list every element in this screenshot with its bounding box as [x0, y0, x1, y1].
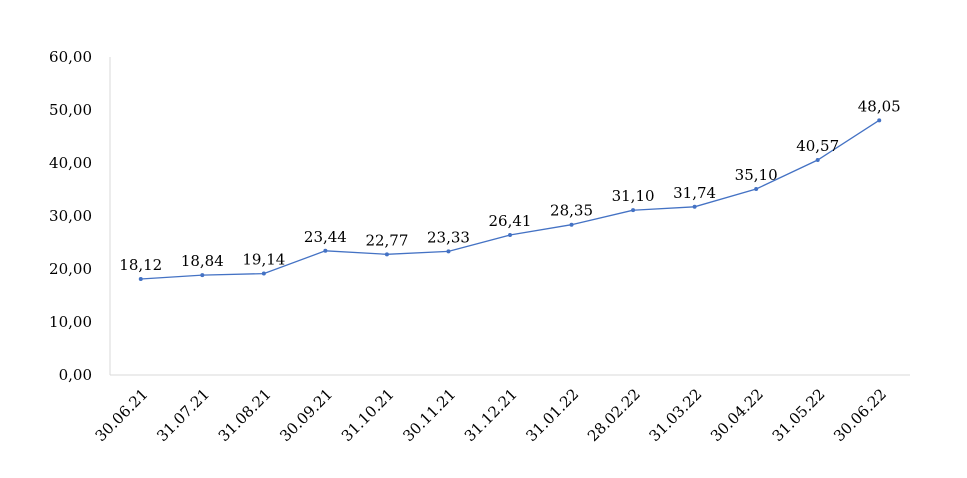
x-tick-label: 31.12.21 — [461, 385, 521, 445]
x-tick-label: 31.08.21 — [215, 385, 275, 445]
data-label: 26,41 — [489, 212, 532, 230]
x-axis: 30.06.21 31.07.21 31.08.21 30.09.21 31.10.21… — [92, 374, 910, 445]
x-tick-label: 30.06.21 — [92, 385, 152, 445]
data-point — [384, 252, 389, 257]
y-tick-label: 10,00 — [49, 313, 92, 331]
data-label: 23,33 — [427, 228, 470, 246]
y-tick-label: 30,00 — [49, 207, 92, 225]
x-tick-label: 30.11.21 — [399, 385, 459, 445]
data-point — [754, 186, 759, 191]
x-tick-label: 28.02.22 — [584, 385, 644, 445]
data-label: 28,35 — [550, 202, 593, 220]
y-tick-label: 50,00 — [49, 101, 92, 119]
data-label: 22,77 — [365, 231, 408, 249]
data-point — [261, 271, 266, 276]
data-label: 18,84 — [181, 252, 224, 270]
y-axis: 0,00 10,00 20,00 30,00 40,00 50,00 60,00 — [49, 48, 111, 384]
data-point — [323, 248, 328, 253]
x-tick-label: 31.05.22 — [769, 385, 829, 445]
data-point — [631, 208, 636, 213]
data-point — [200, 273, 205, 278]
x-tick-label: 30.06.22 — [830, 385, 890, 445]
data-label: 23,44 — [304, 228, 347, 246]
x-tick-label: 31.10.21 — [338, 385, 398, 445]
data-label: 40,57 — [796, 137, 839, 155]
data-label: 35,10 — [735, 166, 778, 184]
data-point — [446, 249, 451, 254]
data-point — [692, 204, 697, 209]
data-labels: 18,12 18,84 19,14 23,44 22,77 23,33 26,41 28,35… — [119, 97, 900, 274]
y-tick-label: 40,00 — [49, 154, 92, 172]
series-line-group — [138, 118, 882, 281]
data-point — [569, 222, 574, 227]
x-tick-label: 30.04.22 — [707, 385, 767, 445]
data-label: 31,10 — [612, 187, 655, 205]
x-tick-label: 31.01.22 — [522, 385, 582, 445]
data-label: 48,05 — [858, 97, 901, 115]
data-point — [138, 276, 143, 281]
x-tick-label: 31.07.21 — [153, 385, 213, 445]
x-tick-label: 30.09.21 — [276, 385, 336, 445]
y-tick-label: 60,00 — [49, 48, 92, 66]
data-label: 19,14 — [242, 251, 285, 269]
y-tick-label: 20,00 — [49, 260, 92, 278]
data-point — [815, 157, 820, 162]
data-label: 31,74 — [673, 184, 716, 202]
data-label: 18,12 — [119, 256, 162, 274]
data-point — [508, 233, 512, 238]
data-point — [877, 118, 882, 123]
x-tick-label: 31.03.22 — [645, 385, 705, 445]
y-tick-label: 0,00 — [59, 366, 92, 384]
